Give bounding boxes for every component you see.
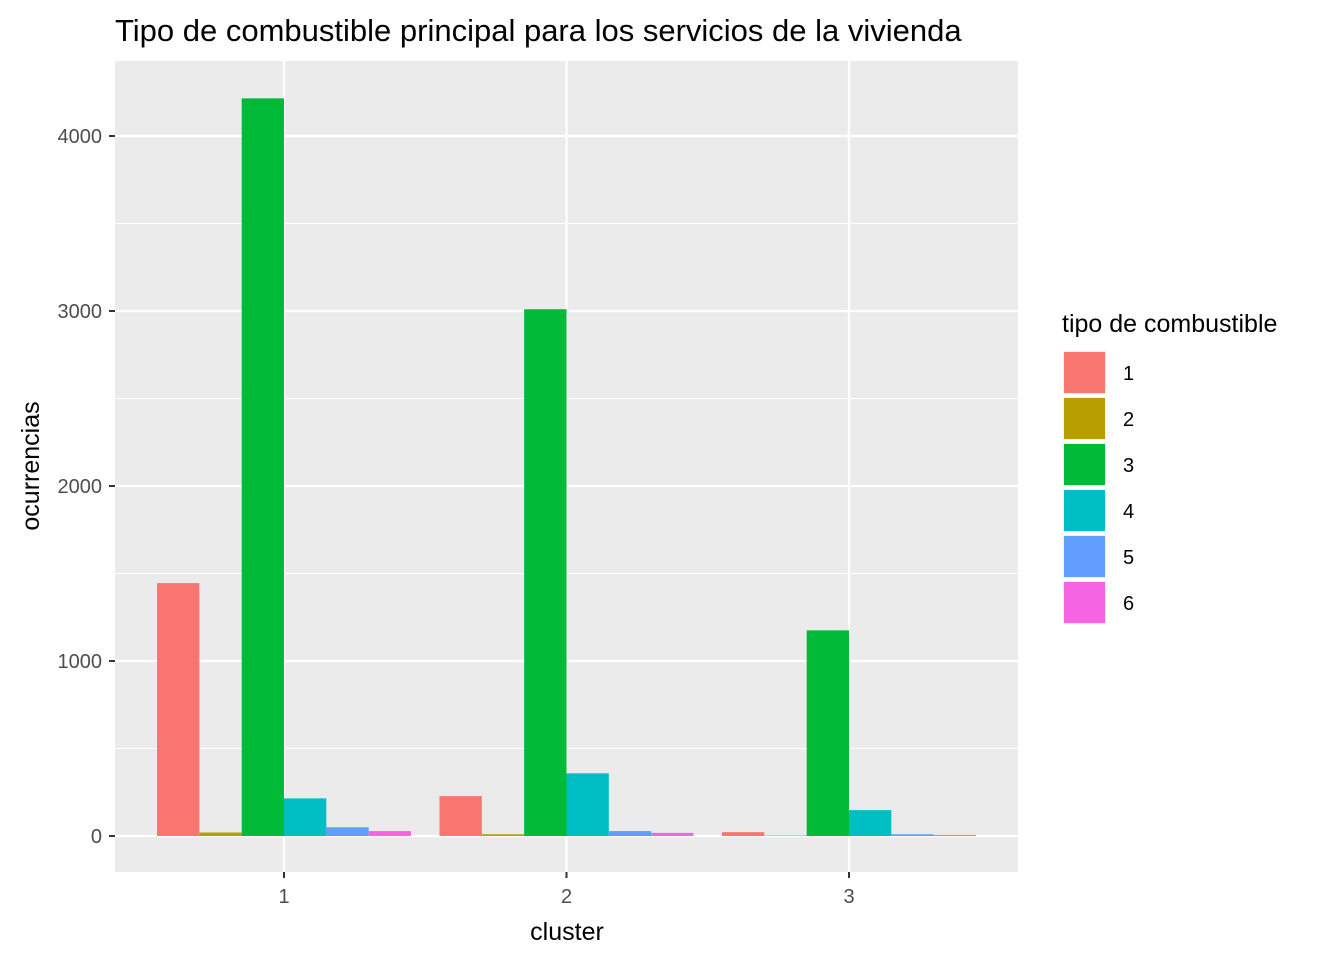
bar-cluster-3-tipo-4 [849, 810, 892, 836]
y-tick-label: 0 [91, 826, 102, 848]
bar-cluster-2-tipo-4 [566, 773, 609, 836]
bars [157, 98, 976, 836]
y-axis-title: ocurrencias [17, 401, 45, 530]
x-tick-label: 3 [843, 886, 854, 908]
legend-label: 6 [1123, 593, 1134, 615]
legend-swatch-3 [1064, 444, 1105, 485]
bar-cluster-2-tipo-6 [651, 832, 694, 836]
x-axis: 1 2 3 [278, 872, 855, 908]
legend-label: 2 [1123, 409, 1134, 431]
bar-cluster-3-tipo-5 [891, 834, 934, 836]
legend-swatch-2 [1064, 398, 1105, 439]
y-tick-label: 4000 [58, 126, 103, 148]
bar-cluster-1-tipo-4 [284, 798, 327, 836]
y-axis: 0 1000 2000 3000 4000 [58, 126, 115, 848]
legend-label: 1 [1123, 363, 1134, 385]
bar-cluster-3-tipo-3 [806, 630, 849, 836]
y-tick-label: 1000 [58, 651, 103, 673]
bar-cluster-1-tipo-5 [326, 827, 369, 836]
legend-swatch-5 [1064, 536, 1105, 577]
bar-cluster-1-tipo-3 [241, 98, 284, 836]
x-tick-label: 2 [561, 886, 572, 908]
legend-swatch-1 [1064, 352, 1105, 393]
y-tick-label: 2000 [58, 476, 103, 498]
bar-cluster-1-tipo-2 [199, 832, 242, 836]
x-tick-label: 1 [278, 886, 289, 908]
legend-swatch-4 [1064, 490, 1105, 531]
legend-label: 3 [1123, 455, 1134, 477]
bar-cluster-1-tipo-1 [157, 583, 200, 836]
bar-cluster-3-tipo-1 [722, 832, 765, 836]
bar-cluster-1-tipo-6 [368, 831, 411, 836]
bar-cluster-3-tipo-2 [764, 835, 807, 836]
legend-label: 5 [1123, 547, 1134, 569]
legend-label: 4 [1123, 501, 1134, 523]
chart-title: Tipo de combustible principal para los s… [115, 13, 962, 48]
bar-cluster-2-tipo-1 [439, 796, 482, 836]
bar-cluster-3-tipo-6 [933, 834, 976, 836]
legend-swatch-6 [1064, 582, 1105, 623]
bar-cluster-2-tipo-2 [481, 834, 525, 836]
y-tick-label: 3000 [58, 301, 103, 323]
x-axis-title: cluster [530, 918, 604, 946]
legend: tipo de combustible 1 2 3 4 5 6 [1062, 310, 1277, 624]
bar-cluster-2-tipo-3 [524, 309, 567, 836]
legend-title: tipo de combustible [1062, 310, 1277, 338]
bar-cluster-2-tipo-5 [608, 831, 652, 836]
